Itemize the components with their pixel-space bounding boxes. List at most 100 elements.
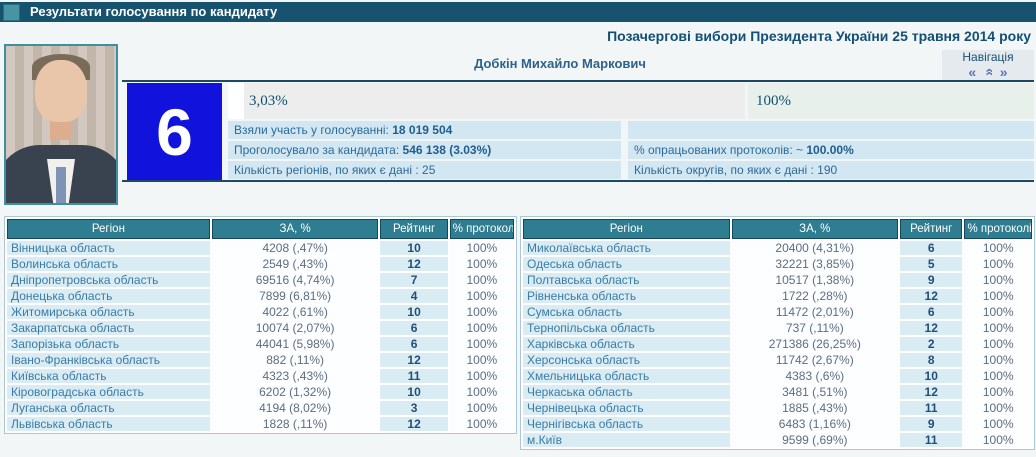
cell-protocols: 100% [964, 257, 1032, 271]
cell-protocols: 100% [964, 369, 1032, 383]
cell-region-link[interactable]: Волинська область [7, 257, 210, 271]
cell-region-link[interactable]: Запорізька область [7, 337, 210, 351]
cell-protocols: 100% [449, 369, 514, 383]
column-header-rating: Рейтинг [899, 219, 963, 239]
table-row: Харківська область 271386 (26,25%) 2 100% [523, 337, 1032, 351]
cell-region-link[interactable]: Закарпатська область [7, 321, 210, 335]
cell-rating: 11 [899, 433, 963, 447]
cell-rating: 5 [899, 257, 963, 271]
cell-region-link[interactable]: Дніпропетровська область [7, 273, 210, 287]
stat-label: Кількість округів, по яких є дані : 190 [634, 163, 838, 177]
cell-protocols: 100% [964, 353, 1032, 367]
stat-protocols-processed: % опрацьованих протоколів: ~ 100.00% [628, 141, 1034, 159]
cell-protocols: 100% [449, 337, 514, 351]
vote-percent-bar: 3,03% [228, 83, 745, 119]
stat-label: Кількість регіонів, по яких є дані : 25 [234, 163, 436, 177]
cell-rating: 7 [380, 273, 448, 287]
protocol-bar-label: 100% [756, 93, 791, 109]
cell-region-link[interactable]: Житомирська область [7, 305, 210, 319]
cell-rating: 6 [899, 241, 963, 255]
cell-rating: 6 [899, 305, 963, 319]
cell-protocols: 100% [449, 321, 514, 335]
cell-protocols: 100% [449, 353, 514, 367]
cell-region-link[interactable]: Хмельницька область [523, 369, 730, 383]
cell-votes: 2549 (,43%) [211, 257, 379, 271]
cell-region-link[interactable]: Харківська область [523, 337, 730, 351]
cell-votes: 44041 (5,98%) [211, 337, 379, 351]
cell-region-link[interactable]: Луганська область [7, 401, 210, 415]
table-row: Черкаська область 3481 (,51%) 12 100% [523, 385, 1032, 399]
stat-districts-count: Кількість округів, по яких є дані : 190 [628, 161, 1034, 179]
cell-rating: 10 [380, 241, 448, 255]
top-divider [122, 80, 1034, 82]
bottom-divider [122, 180, 1034, 182]
navigation-box: Навігація « » » [942, 50, 1034, 81]
cell-region-link[interactable]: м.Київ [523, 433, 730, 447]
cell-votes: 11472 (2,01%) [731, 305, 898, 319]
stat-label: Проголосувало за кандидата: [234, 143, 403, 157]
cell-rating: 12 [899, 385, 963, 399]
table-row: Миколаївська область 20400 (4,31%) 6 100% [523, 241, 1032, 255]
cell-votes: 6202 (1,32%) [211, 385, 379, 399]
cell-protocols: 100% [964, 289, 1032, 303]
cell-protocols: 100% [449, 401, 514, 415]
cell-region-link[interactable]: Львівська область [7, 417, 210, 431]
photo-art [50, 116, 72, 140]
stat-value: 100.00% [806, 143, 854, 157]
cell-region-link[interactable]: Одеська область [523, 257, 730, 271]
nav-prev-icon[interactable]: « [968, 64, 977, 80]
photo-art [35, 60, 87, 122]
cell-region-link[interactable]: Івано-Франківська область [7, 353, 210, 367]
cell-region-link[interactable]: Сумська область [523, 305, 730, 319]
table-row: Херсонська область 11742 (2,67%) 8 100% [523, 353, 1032, 367]
cell-region-link[interactable]: Херсонська область [523, 353, 730, 367]
cell-region-link[interactable]: Вінницька область [7, 241, 210, 255]
cell-protocols: 100% [449, 385, 514, 399]
table-row: Хмельницька область 4383 (,6%) 10 100% [523, 369, 1032, 383]
cell-protocols: 100% [964, 321, 1032, 335]
cell-votes: 4208 (,47%) [211, 241, 379, 255]
cell-protocols: 100% [449, 257, 514, 271]
cell-rating: 6 [380, 337, 448, 351]
cell-rating: 10 [380, 305, 448, 319]
cell-region-link[interactable]: Рівненська область [523, 289, 730, 303]
vote-bar-fill [228, 83, 244, 119]
cell-rating: 12 [899, 289, 963, 303]
table-row: Кіровоградська область 6202 (1,32%) 10 100% [7, 385, 514, 399]
cell-region-link[interactable]: Донецька область [7, 289, 210, 303]
protocol-bar-fill [748, 83, 1034, 119]
cell-protocols: 100% [964, 401, 1032, 415]
results-table-right: Регіон ЗА, % Рейтинг % протоколів Микола… [520, 216, 1035, 450]
cell-region-link[interactable]: Полтавська область [523, 273, 730, 287]
cell-region-link[interactable]: Миколаївська область [523, 241, 730, 255]
cell-region-link[interactable]: Кіровоградська область [7, 385, 210, 399]
cell-rating: 9 [899, 417, 963, 431]
table-row: Чернівецька область 1885 (,43%) 11 100% [523, 401, 1032, 415]
cell-votes: 10517 (1,38%) [731, 273, 898, 287]
stat-regions-count: Кількість регіонів, по яких є дані : 25 [228, 161, 621, 179]
cell-region-link[interactable]: Тернопільська область [523, 321, 730, 335]
page-title: Результати голосування по кандидату [30, 4, 278, 19]
table-row: Полтавська область 10517 (1,38%) 9 100% [523, 273, 1032, 287]
cell-votes: 271386 (26,25%) [731, 337, 898, 351]
cell-rating: 3 [380, 401, 448, 415]
cell-votes: 69516 (4,74%) [211, 273, 379, 287]
cell-region-link[interactable]: Чернівецька область [523, 401, 730, 415]
cell-region-link[interactable]: Київська область [7, 369, 210, 383]
header-square-icon [3, 4, 20, 21]
table-header-row: Регіон ЗА, % Рейтинг % протоколів [7, 219, 514, 239]
nav-next-icon[interactable]: » [999, 64, 1008, 80]
cell-rating: 11 [899, 401, 963, 415]
table-row: Чернігівська область 6483 (1,16%) 9 100% [523, 417, 1032, 431]
cell-region-link[interactable]: Черкаська область [523, 385, 730, 399]
cell-region-link[interactable]: Чернігівська область [523, 417, 730, 431]
table-row: Львівська область 1828 (,11%) 12 100% [7, 417, 514, 431]
photo-art [56, 167, 66, 203]
nav-up-icon[interactable]: » [979, 68, 996, 76]
vote-bar-label: 3,03% [249, 93, 288, 109]
cell-protocols: 100% [964, 417, 1032, 431]
candidate-photo [4, 44, 118, 205]
stat-value: 18 019 504 [392, 123, 453, 137]
candidate-name: Добкін Михайло Маркович [474, 56, 646, 71]
cell-votes: 6483 (1,16%) [731, 417, 898, 431]
